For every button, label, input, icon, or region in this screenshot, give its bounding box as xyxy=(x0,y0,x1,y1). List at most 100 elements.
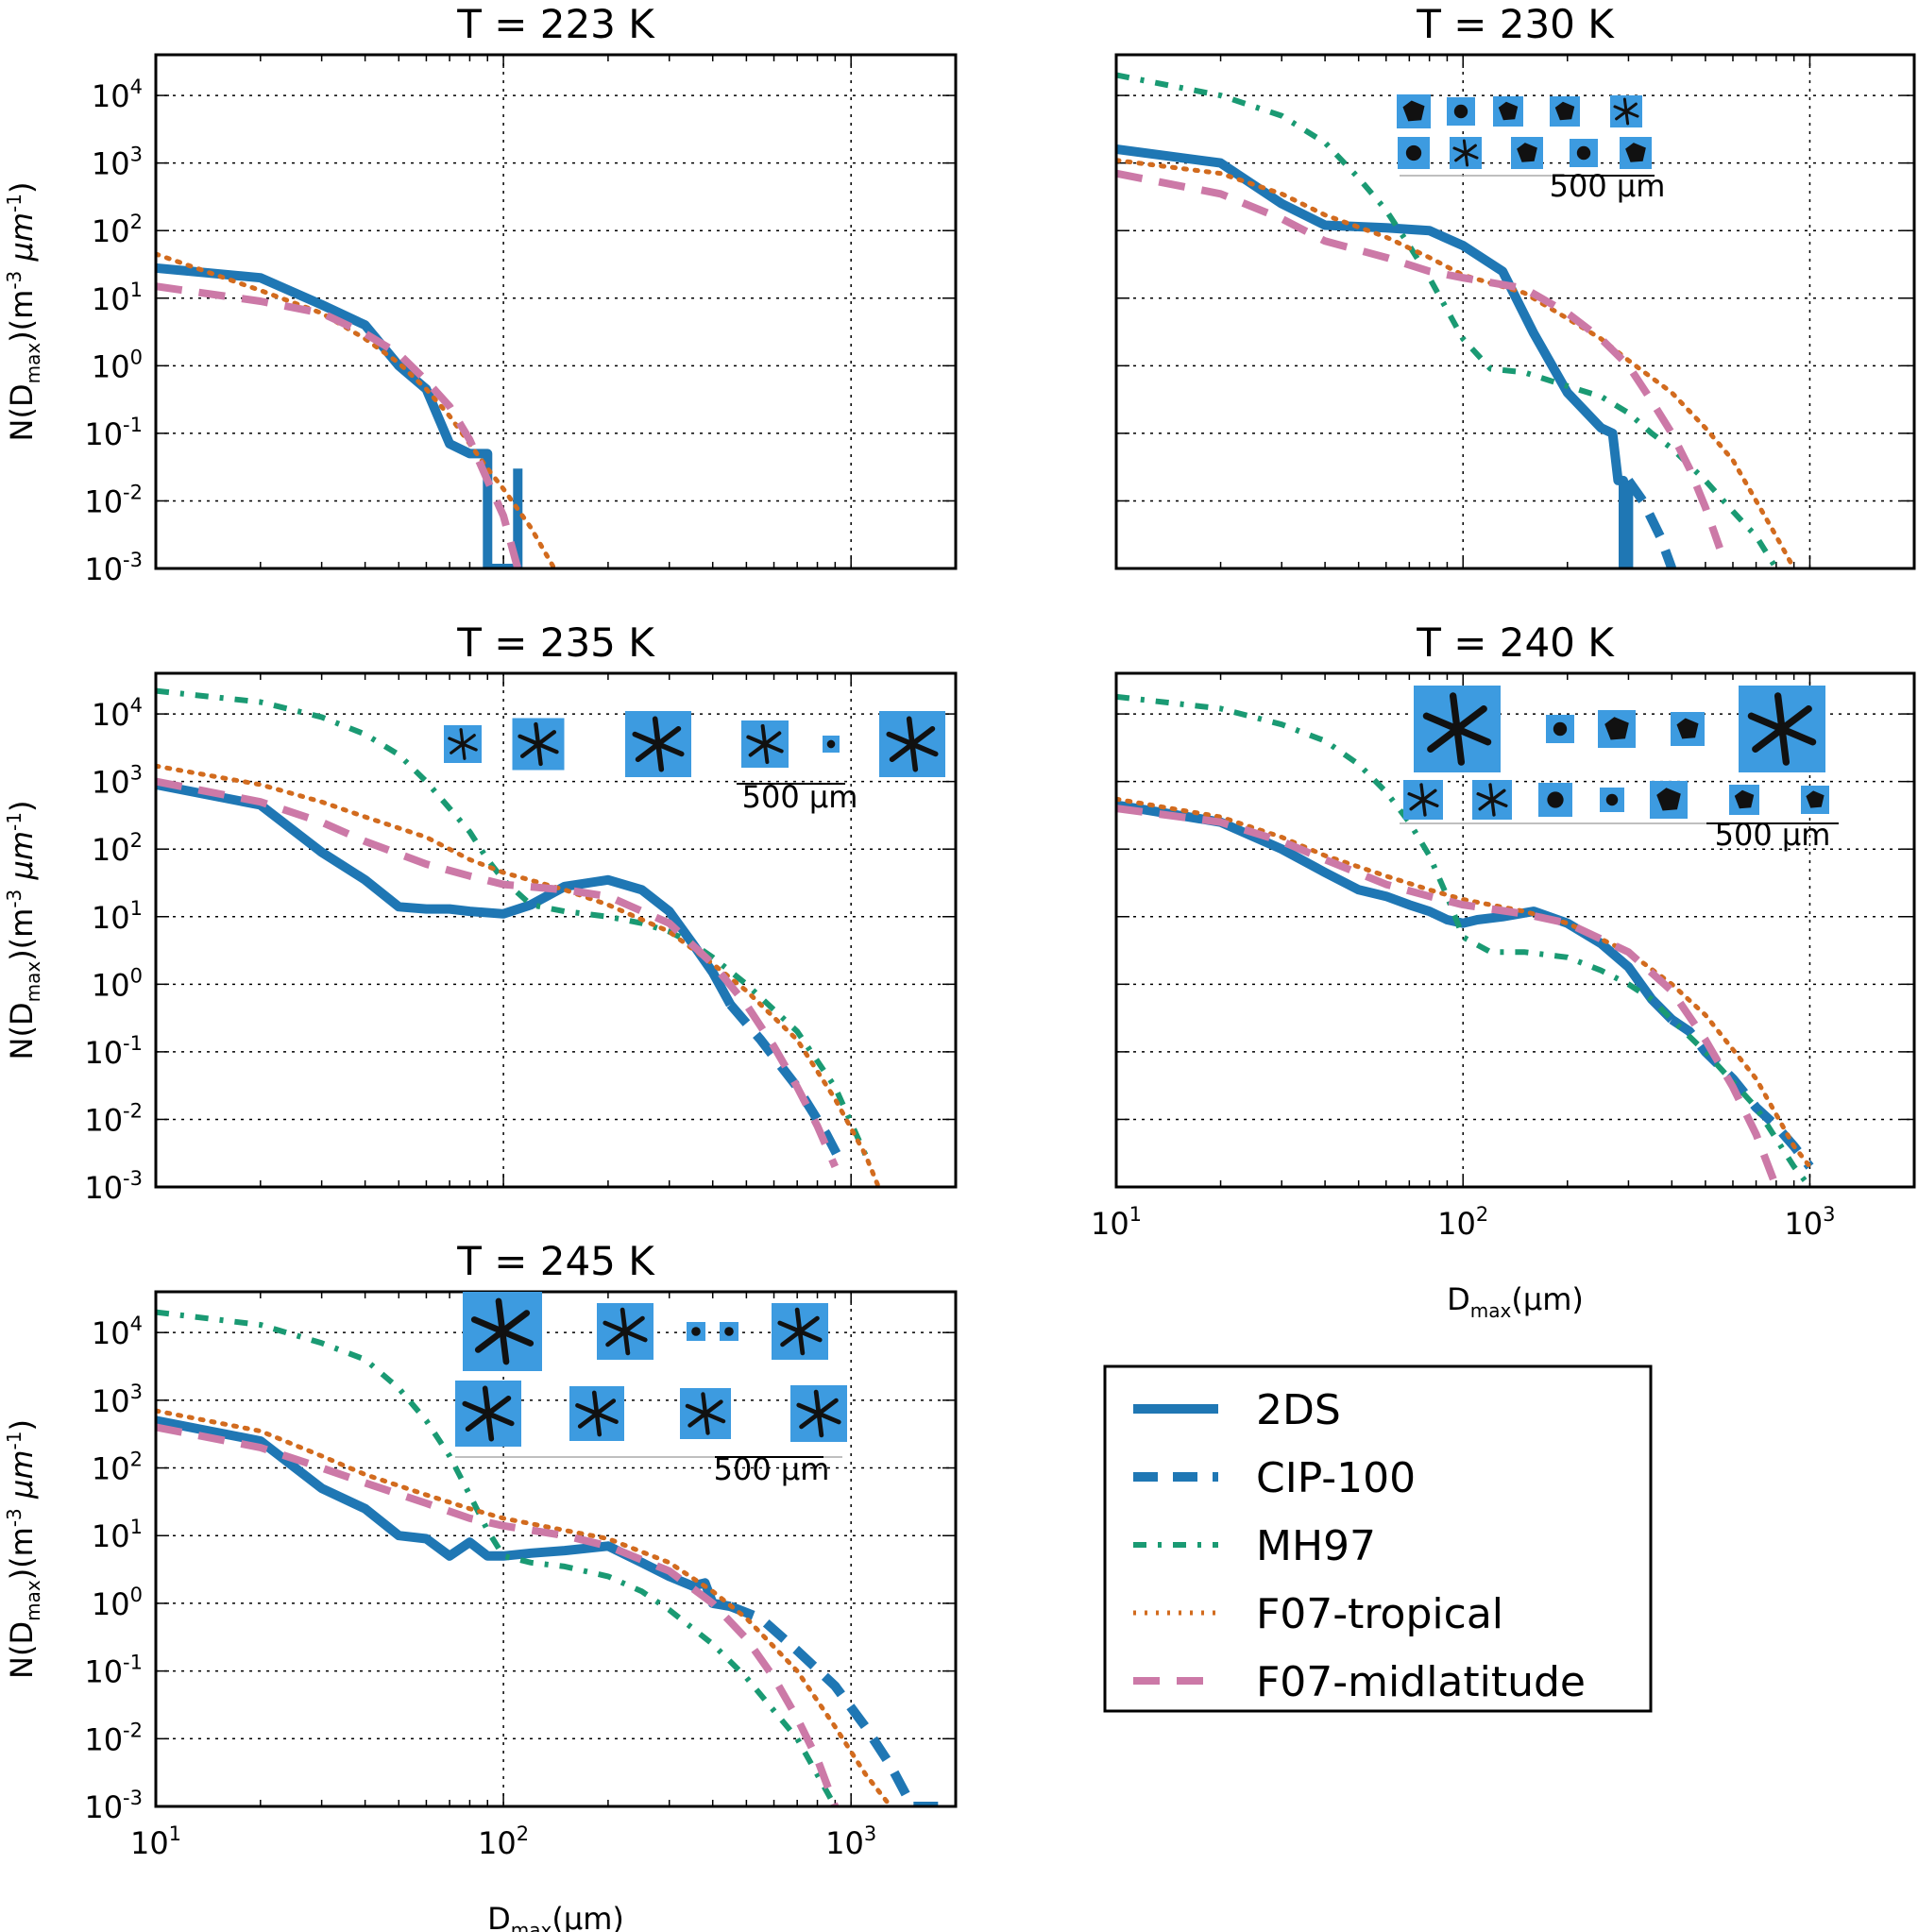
y-tick-labels: 104 103 102 101 100 10-1 10-2 10-3 xyxy=(84,694,143,1206)
plot-frame xyxy=(1114,671,1916,1189)
series-line-cip-100 xyxy=(1669,1015,1814,1170)
x-tick-labels: 101 102 103 xyxy=(130,1822,876,1861)
y-tick-labels: 104 103 102 101 100 10-1 10-2 10-3 xyxy=(84,1313,143,1825)
particle-shape xyxy=(635,725,682,763)
series-line-f07-tropical xyxy=(156,1408,893,1806)
legend-label: CIP-100 xyxy=(1256,1454,1416,1502)
particle-shape xyxy=(799,1398,839,1430)
y-tick-label: 104 xyxy=(92,1313,143,1351)
series-line-cip-100 xyxy=(726,1001,848,1169)
gridlines xyxy=(156,55,956,568)
chart-title: T = 240 K xyxy=(1416,619,1615,666)
x-tick-labels: 101 102 103 xyxy=(1091,1203,1836,1242)
particle-shape xyxy=(826,739,836,749)
particle-shape xyxy=(1734,789,1755,809)
gridlines xyxy=(156,673,956,1187)
legend-label: MH97 xyxy=(1256,1522,1376,1570)
y-tick-label: 100 xyxy=(92,964,143,1003)
particle-shape xyxy=(780,1315,820,1347)
particle-shape xyxy=(450,734,476,754)
series-line-mh97 xyxy=(1116,693,1812,1187)
particle-shape xyxy=(1498,101,1519,121)
x-tick-label: 103 xyxy=(1784,1203,1835,1242)
series-group xyxy=(1116,693,1814,1187)
particle-shape xyxy=(1625,143,1646,162)
scale-bar-label: 500 μm xyxy=(1550,168,1666,204)
plot-frame xyxy=(154,1290,958,1808)
series-line-f07-tropical xyxy=(156,763,881,1187)
x-tick-label: 103 xyxy=(825,1822,876,1861)
x-axis-label: Dmax(μm) xyxy=(487,1901,624,1932)
y-tick-label: 103 xyxy=(92,1381,143,1419)
series-line-2ds xyxy=(1116,144,1634,568)
series-line-mh97 xyxy=(1116,72,1779,568)
particle-shape xyxy=(748,731,782,757)
y-tick-label: 10-3 xyxy=(84,549,143,587)
series-line-2ds xyxy=(156,779,735,1008)
scale-bar-label: 500 μm xyxy=(1715,817,1831,853)
particle-shape xyxy=(1547,791,1564,808)
y-tick-labels: 104 103 102 101 100 10-1 10-2 10-3 xyxy=(84,76,143,587)
x-tick-label: 102 xyxy=(1437,1203,1488,1242)
plot-frame xyxy=(1114,53,1916,570)
ticks xyxy=(1115,55,1915,569)
particle-shape xyxy=(687,1399,723,1428)
particle-shape xyxy=(1409,788,1437,811)
y-tick-label: 10-1 xyxy=(84,414,143,452)
particle-shape xyxy=(474,1310,531,1353)
series-line-2ds xyxy=(1116,800,1675,1024)
legend: 2DS CIP-100 MH97 F07-tropical F07-midlatitud… xyxy=(1103,1364,1653,1713)
series-group xyxy=(156,251,557,568)
series-line-f07-midlatitude xyxy=(1116,805,1780,1187)
y-tick-label: 101 xyxy=(92,279,143,317)
chart-panel: T = 235 K 104 103 102 101 100 10-1 10-2 10-3 xyxy=(84,619,958,1206)
particle-shape xyxy=(519,730,557,758)
series-line-cip-100 xyxy=(1624,478,1676,568)
y-tick-label: 104 xyxy=(92,76,143,114)
y-tick-label: 10-2 xyxy=(84,1719,143,1757)
particle-shape xyxy=(1454,144,1477,162)
chart-panel: T = 230 K xyxy=(1114,1,1916,570)
particle-shape xyxy=(1806,790,1825,808)
y-tick-label: 100 xyxy=(92,346,143,384)
series-line-f07-midlatitude xyxy=(156,777,839,1169)
particle-shape xyxy=(1553,721,1568,737)
y-tick-label: 102 xyxy=(92,1449,143,1487)
legend-box xyxy=(1103,1364,1653,1713)
y-tick-label: 101 xyxy=(92,897,143,936)
y-tick-label: 101 xyxy=(92,1516,143,1554)
series-line-f07-midlatitude xyxy=(156,282,522,568)
series-line-f07-midlatitude xyxy=(1116,169,1723,550)
y-tick-label: 10-3 xyxy=(84,1787,143,1825)
particle-shape xyxy=(1402,100,1425,122)
chart-title: T = 235 K xyxy=(456,619,655,666)
legend-label: F07-tropical xyxy=(1256,1590,1503,1638)
x-axis-label: Dmax(μm) xyxy=(1447,1281,1584,1322)
series-group xyxy=(156,1309,941,1806)
particle-shape xyxy=(577,1398,617,1429)
particle-shape xyxy=(1615,102,1638,121)
particle-shape xyxy=(1605,793,1619,806)
series-line-2ds xyxy=(156,1415,732,1612)
series-line-mh97 xyxy=(156,687,869,1157)
y-tick-label: 104 xyxy=(92,694,143,733)
particle-shape xyxy=(1656,788,1681,811)
x-tick-label: 101 xyxy=(130,1822,181,1861)
chart-title: T = 223 K xyxy=(456,1,655,47)
scale-bar-label: 500 μm xyxy=(714,1451,830,1487)
x-tick-label: 101 xyxy=(1091,1203,1142,1242)
particle-shape xyxy=(1405,144,1422,161)
y-tick-label: 103 xyxy=(92,762,143,801)
plot-frame xyxy=(154,671,958,1189)
series-group xyxy=(1116,72,1797,568)
y-tick-label: 102 xyxy=(92,829,143,868)
y-tick-label: 10-2 xyxy=(84,1099,143,1138)
particle-shape xyxy=(724,1327,734,1336)
particle-shape xyxy=(1554,101,1575,121)
chart-panel: T = 240 K 101 102 103 xyxy=(1091,619,1916,1242)
series-line-f07-tropical xyxy=(1116,158,1797,568)
y-axis-label: N(Dmax)(m-3 μm-1) xyxy=(3,801,44,1060)
y-tick-label: 10-1 xyxy=(84,1032,143,1071)
y-axis-label: N(Dmax)(m-3 μm-1) xyxy=(3,1419,44,1679)
